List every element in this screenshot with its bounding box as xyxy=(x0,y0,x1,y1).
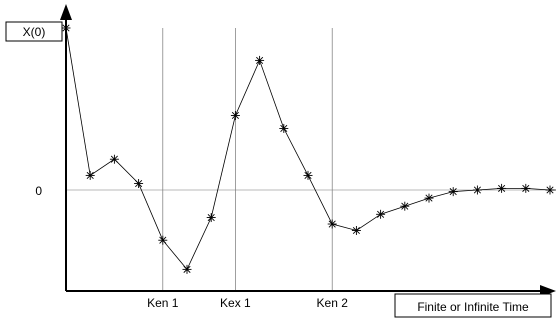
data-point xyxy=(521,183,531,193)
data-point xyxy=(497,183,507,193)
y-axis-arrow xyxy=(60,4,72,20)
data-point xyxy=(424,193,434,203)
data-point xyxy=(134,179,144,189)
data-point xyxy=(303,170,313,180)
data-point xyxy=(448,187,458,197)
data-points xyxy=(61,23,555,274)
data-point xyxy=(279,123,289,133)
data-point xyxy=(230,110,240,120)
ylabel-box xyxy=(5,21,63,42)
data-point xyxy=(158,235,168,245)
xlabel-box xyxy=(394,293,552,318)
data-point xyxy=(109,154,119,164)
series-line xyxy=(65,27,556,271)
data-point xyxy=(400,201,410,211)
y-zero-label: 0 xyxy=(35,184,42,198)
data-point xyxy=(545,185,555,195)
data-point xyxy=(351,226,361,235)
ylabel: X(0) xyxy=(23,25,46,39)
data-point xyxy=(472,185,482,195)
reference-lines xyxy=(162,28,333,291)
xlabel: Finite or Infinite Time xyxy=(417,300,529,314)
data-point xyxy=(376,209,386,219)
reference-labels: Ken 1 Kex 1 Ken 2 xyxy=(147,296,348,310)
reference-label-2: Kex 1 xyxy=(220,296,251,310)
data-point xyxy=(182,264,192,274)
data-point xyxy=(206,213,216,223)
data-point xyxy=(85,170,95,180)
data-point xyxy=(255,55,265,65)
data-point xyxy=(327,219,337,229)
reference-label-1: Ken 1 xyxy=(147,296,179,310)
axes xyxy=(60,4,556,297)
data-point xyxy=(61,23,71,33)
reference-label-3: Ken 2 xyxy=(317,296,349,310)
